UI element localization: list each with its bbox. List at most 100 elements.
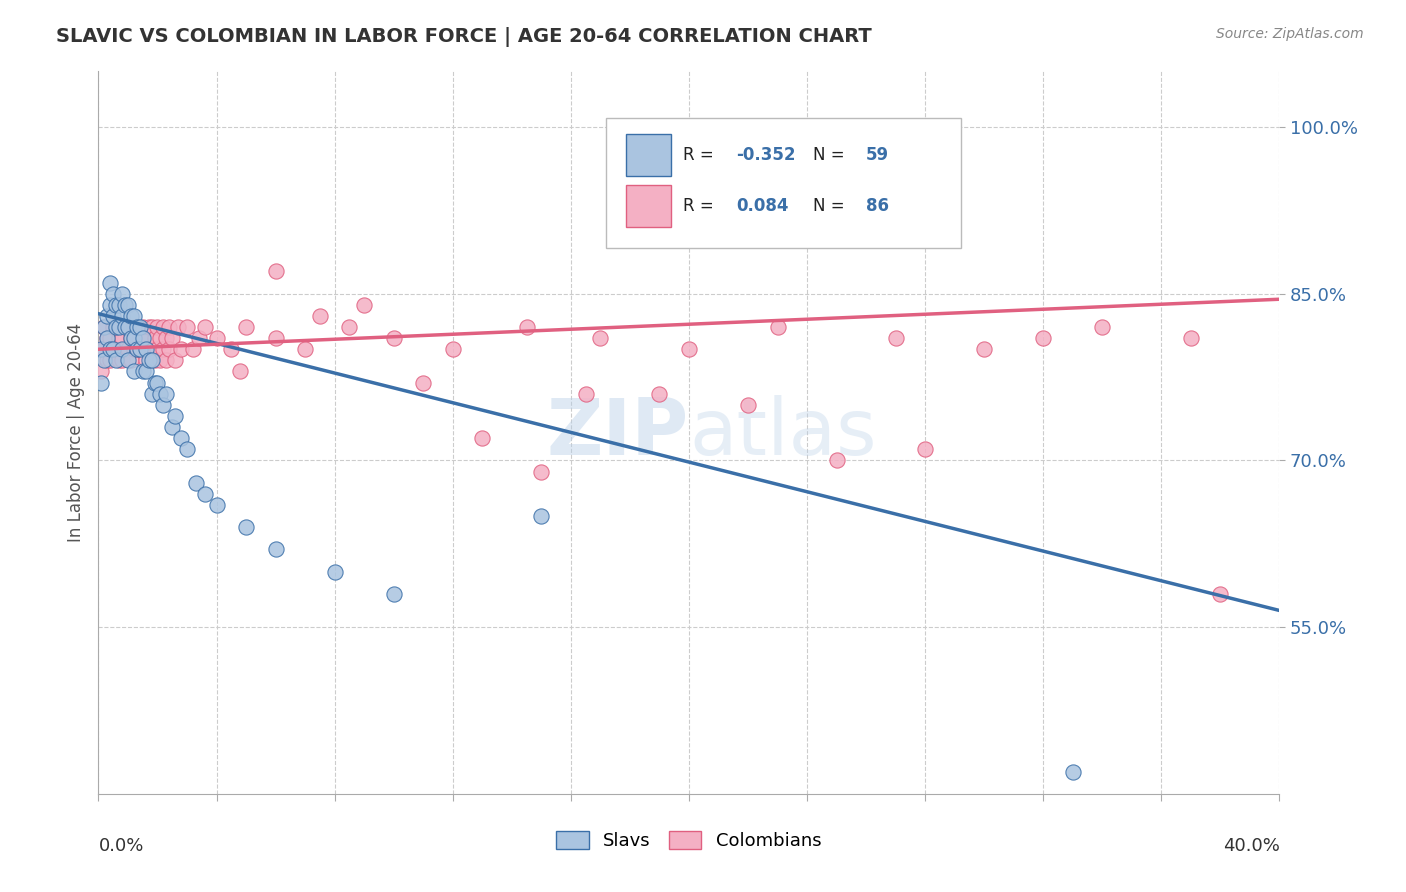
Point xyxy=(111,343,134,357)
Text: R =: R = xyxy=(683,197,718,215)
Point xyxy=(149,353,172,368)
Point xyxy=(135,353,157,368)
Point xyxy=(122,309,145,323)
Text: R =: R = xyxy=(683,146,718,164)
Point xyxy=(884,331,907,345)
Point xyxy=(152,343,174,357)
Point xyxy=(98,276,121,290)
Point xyxy=(103,309,125,323)
Point xyxy=(122,343,145,357)
Point xyxy=(235,520,257,534)
Point xyxy=(128,331,150,345)
Point xyxy=(152,398,174,412)
Point xyxy=(90,343,112,357)
Text: 40.0%: 40.0% xyxy=(1223,838,1279,855)
Point xyxy=(143,376,166,390)
Point xyxy=(132,331,155,345)
Point xyxy=(264,264,287,278)
Point xyxy=(111,286,134,301)
Point xyxy=(973,343,995,357)
Point xyxy=(90,364,112,378)
Point xyxy=(678,343,700,357)
Point xyxy=(382,331,405,345)
Point xyxy=(105,298,128,312)
Point xyxy=(105,353,128,368)
Point xyxy=(132,343,155,357)
Point xyxy=(205,498,228,512)
Point xyxy=(165,409,187,423)
Point xyxy=(194,320,217,334)
Point xyxy=(323,565,346,579)
Bar xyxy=(626,134,671,176)
Text: 0.084: 0.084 xyxy=(737,197,789,215)
Point xyxy=(530,465,553,479)
Point xyxy=(103,343,125,357)
Point xyxy=(108,353,131,368)
Point xyxy=(221,343,243,357)
Point xyxy=(162,420,183,434)
Point xyxy=(122,331,145,345)
Point xyxy=(114,298,136,312)
Point xyxy=(141,343,163,357)
Point xyxy=(93,320,115,334)
Point xyxy=(155,331,177,345)
Point xyxy=(120,331,142,345)
Point xyxy=(914,442,936,457)
Point xyxy=(181,343,204,357)
Point xyxy=(353,298,375,312)
Point xyxy=(105,320,128,334)
Point xyxy=(141,386,163,401)
Point xyxy=(187,331,209,345)
Point xyxy=(98,343,121,357)
Point xyxy=(108,298,131,312)
Point xyxy=(96,331,118,345)
Point xyxy=(138,343,160,357)
Point xyxy=(143,331,166,345)
Text: ZIP: ZIP xyxy=(547,394,689,471)
Point xyxy=(382,587,405,601)
Point xyxy=(157,320,180,334)
Point xyxy=(589,331,612,345)
Point xyxy=(737,398,759,412)
Point xyxy=(165,353,187,368)
Text: atlas: atlas xyxy=(689,394,876,471)
Point xyxy=(125,320,148,334)
Point xyxy=(530,508,553,523)
Point xyxy=(152,320,174,334)
Point xyxy=(125,343,148,357)
Point xyxy=(96,309,118,323)
Point xyxy=(141,320,163,334)
Point xyxy=(146,376,169,390)
Y-axis label: In Labor Force | Age 20-64: In Labor Force | Age 20-64 xyxy=(66,323,84,542)
Point xyxy=(103,320,125,334)
Point xyxy=(648,386,671,401)
Point xyxy=(125,343,148,357)
Point xyxy=(167,320,190,334)
Point xyxy=(339,320,361,334)
Text: N =: N = xyxy=(813,146,849,164)
Point xyxy=(96,331,118,345)
Point xyxy=(93,320,115,334)
Point xyxy=(412,376,434,390)
Point xyxy=(155,353,177,368)
Point xyxy=(229,364,252,378)
Point xyxy=(264,331,287,345)
Point xyxy=(135,364,157,378)
Point xyxy=(128,320,150,334)
Text: -0.352: -0.352 xyxy=(737,146,796,164)
Point xyxy=(205,331,228,345)
Point xyxy=(120,309,142,323)
Point xyxy=(103,286,125,301)
Point xyxy=(162,331,183,345)
Point xyxy=(146,320,169,334)
Point xyxy=(146,343,169,357)
Point xyxy=(122,320,145,334)
Text: 0.0%: 0.0% xyxy=(98,838,143,855)
Point xyxy=(135,343,157,357)
Point xyxy=(149,386,172,401)
Point xyxy=(176,442,198,457)
Point xyxy=(176,320,198,334)
FancyBboxPatch shape xyxy=(606,119,960,248)
Point xyxy=(108,320,131,334)
Point xyxy=(111,353,134,368)
